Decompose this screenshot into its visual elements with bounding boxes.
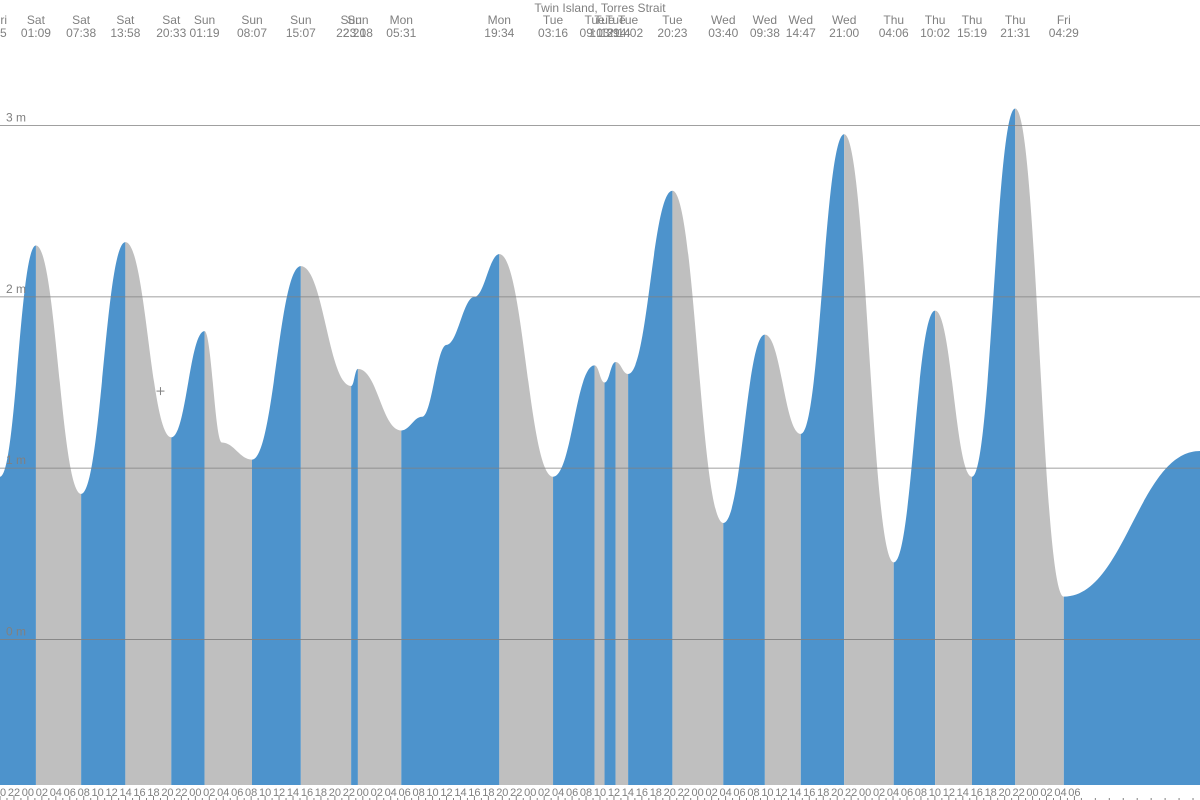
y-axis-label: 0 m xyxy=(6,624,26,638)
top-day-label: Mon xyxy=(488,13,511,27)
top-time-label: 08:07 xyxy=(237,26,267,40)
tide-segment xyxy=(595,365,605,785)
top-time-label: 21:31 xyxy=(1000,26,1030,40)
y-axis-label: 2 m xyxy=(6,282,26,296)
y-axis-label: 3 m xyxy=(6,111,26,125)
tide-chart: 0 m1 m2 m3 mTwin Island, Torres StraitFr… xyxy=(0,0,1200,800)
y-axis-label: 1 m xyxy=(6,453,26,467)
top-day-label: Sun xyxy=(241,13,262,27)
top-time-label: 15:07 xyxy=(286,26,316,40)
top-time-label: 03:16 xyxy=(538,26,568,40)
top-day-label: Thu xyxy=(1005,13,1026,27)
top-time-label: 14:47 xyxy=(786,26,816,40)
top-day-label: Thu xyxy=(962,13,983,27)
top-day-label: Sat xyxy=(72,13,91,27)
top-time-label: 09:38 xyxy=(750,26,780,40)
top-time-label: 15:19 xyxy=(957,26,987,40)
top-day-label: Wed xyxy=(832,13,856,27)
top-day-label: Sun xyxy=(347,13,368,27)
top-day-label: Wed xyxy=(711,13,735,27)
top-time-label: 04:29 xyxy=(1049,26,1079,40)
tide-segment xyxy=(351,369,358,785)
top-time-label: 07:38 xyxy=(66,26,96,40)
top-day-label: Wed xyxy=(789,13,813,27)
top-day-label: Tue xyxy=(543,13,564,27)
top-day-label: Tue xyxy=(662,13,683,27)
top-time-label: 21:00 xyxy=(829,26,859,40)
tide-segment xyxy=(358,369,401,785)
top-day-label: Sat xyxy=(116,13,135,27)
top-time-label: 01:09 xyxy=(21,26,51,40)
top-time-label: 19:34 xyxy=(484,26,514,40)
top-day-label: Fri xyxy=(1057,13,1071,27)
top-time-label: 23:18 xyxy=(343,26,373,40)
top-time-label: 13:58 xyxy=(110,26,140,40)
top-day-label: Mon xyxy=(390,13,413,27)
top-time-label: 01:19 xyxy=(190,26,220,40)
tide-segment xyxy=(616,362,629,785)
tide-segment xyxy=(605,362,616,785)
top-time-label: 20:23 xyxy=(657,26,687,40)
x-axis-hour-label: 20 xyxy=(0,787,6,799)
top-day-label: Wed xyxy=(753,13,777,27)
chart-svg: 0 m1 m2 m3 mTwin Island, Torres StraitFr… xyxy=(0,0,1200,800)
top-day-label: Fri xyxy=(0,13,7,27)
top-time-label: 14:02 xyxy=(613,26,643,40)
top-day-label: Sun xyxy=(194,13,215,27)
top-day-label: Thu xyxy=(925,13,946,27)
top-day-label: Thu xyxy=(883,13,904,27)
top-time-label: 20:33 xyxy=(156,26,186,40)
top-time-label: 03:40 xyxy=(708,26,738,40)
top-day-label: Sat xyxy=(27,13,46,27)
top-time-label: 10:02 xyxy=(920,26,950,40)
top-day-label: Tue xyxy=(618,13,639,27)
top-time-label: 05:31 xyxy=(386,26,416,40)
top-time-label: 04:06 xyxy=(879,26,909,40)
top-time-label: 25 xyxy=(0,26,7,40)
top-day-label: Sat xyxy=(162,13,181,27)
top-day-label: Sun xyxy=(290,13,311,27)
